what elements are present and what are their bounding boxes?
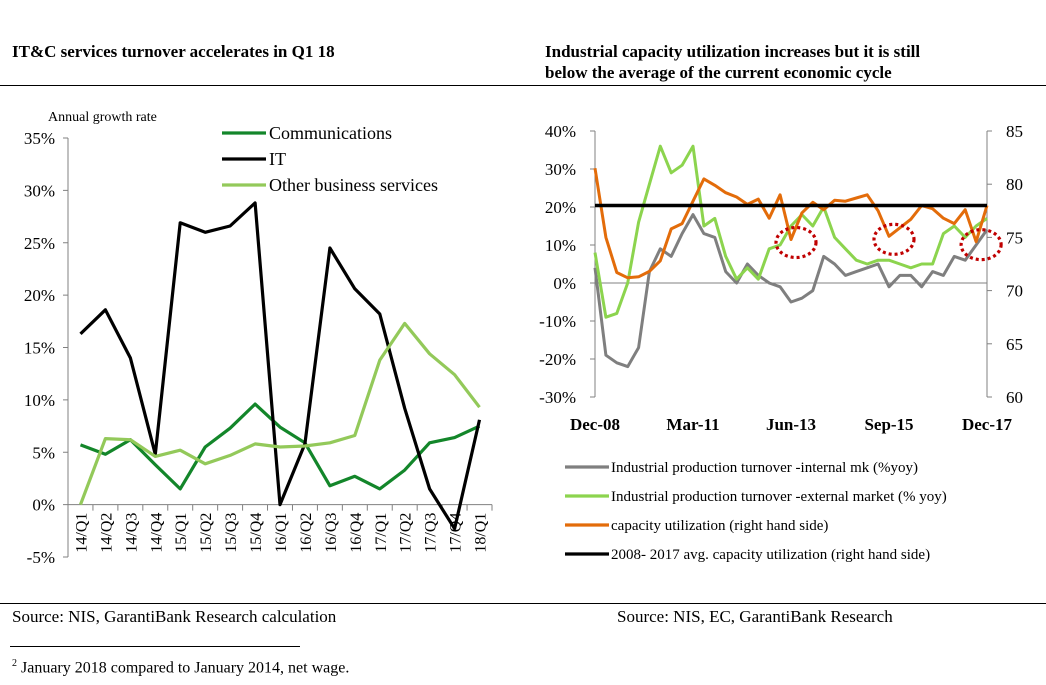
right-dip-highlight-ellipse (872, 222, 916, 256)
left-x-tick-label: 15/Q1 (173, 513, 190, 553)
right-source: Source: NIS, EC, GarantiBank Research (617, 607, 893, 626)
left-y-tick-label: 5% (32, 443, 55, 462)
right-chart: -30% -20% -10% 0% 10% 20% 30% 40% 60 65 70 75 80 85 De… (539, 122, 1023, 563)
left-chart: -5% 0% 5% 10% 15% 20% 25% 30% 35% 14/Q1 14/Q2 14/Q3… (24, 110, 493, 567)
left-x-tick-label: 16/Q2 (298, 513, 315, 553)
left-x-tick-label: 17/Q3 (423, 513, 440, 553)
header-rule (0, 85, 1046, 86)
right-legend-label: 2008- 2017 avg. capacity utilization (ri… (611, 547, 930, 563)
right-series-line-8cd44e (593, 144, 988, 319)
left-y-tick-label: -5% (27, 548, 55, 567)
left-x-tick-label: 15/Q4 (248, 513, 265, 553)
right-dip-highlight-ellipse (774, 225, 818, 260)
footnote: 2 January 2018 compared to January 2014,… (12, 658, 349, 677)
right-dip-highlight-ellipse (959, 228, 1003, 262)
left-x-tick-label: 16/Q1 (273, 513, 290, 553)
right-y2-tick-label: 80 (1006, 175, 1023, 194)
left-x-tick-label: 16/Q3 (323, 513, 340, 553)
footnote-marker: 2 (12, 658, 17, 669)
right-y-tick-label: -10% (539, 312, 576, 331)
right-y-tick-label: -20% (539, 350, 576, 369)
left-series-line-it (79, 201, 482, 531)
left-legend-label: IT (269, 149, 286, 169)
left-y-tick-label: 30% (24, 181, 55, 200)
left-y-tick-label: 10% (24, 391, 55, 410)
right-y-tick-label: 30% (545, 160, 576, 179)
left-x-tick-label: 15/Q2 (198, 513, 215, 553)
right-y-tick-label: -30% (539, 388, 576, 407)
right-chart-title-line2: below the average of the current economi… (545, 63, 892, 82)
source-rule (0, 603, 1046, 604)
left-x-tick-label: 15/Q3 (223, 513, 240, 553)
right-legend-label: capacity utilization (right hand side) (611, 518, 828, 534)
right-x-tick-label: Dec-17 (962, 415, 1013, 434)
left-x-tick-label: 14/Q2 (98, 513, 115, 553)
right-y-tick-label: 10% (545, 236, 576, 255)
right-legend-label: Industrial production turnover -internal… (611, 460, 918, 476)
right-series-line-7f7f7f (593, 213, 989, 369)
right-y-tick-label: 40% (545, 122, 576, 141)
footnote-text: January 2018 compared to January 2014, n… (17, 659, 350, 677)
right-chart-title-line1: Industrial capacity utilization increase… (545, 42, 921, 61)
right-y2-tick-label: 65 (1006, 335, 1023, 354)
right-y2-tick-label: 60 (1006, 388, 1023, 407)
right-x-tick-label: Mar-11 (666, 415, 719, 434)
left-y-tick-label: 0% (32, 496, 55, 515)
left-x-tick-label: 14/Q4 (148, 513, 165, 553)
left-series-line-communications (79, 402, 481, 491)
left-x-tick-label: 17/Q2 (398, 513, 415, 553)
footnote-rule (10, 646, 300, 647)
right-x-tick-label: Jun-13 (766, 415, 816, 434)
left-chart-title: IT&C services turnover accelerates in Q1… (12, 42, 335, 61)
right-y2-tick-label: 85 (1006, 122, 1023, 141)
left-x-tick-label: 14/Q3 (123, 513, 140, 553)
left-legend-label: Communications (269, 123, 392, 143)
left-x-tick-label: 17/Q1 (373, 513, 390, 553)
left-x-tick-label: 14/Q1 (73, 513, 90, 553)
left-y-tick-label: 15% (24, 339, 55, 358)
right-x-tick-label: Dec-08 (570, 415, 620, 434)
left-series-line-other-business-services (79, 321, 481, 506)
right-legend-label: Industrial production turnover -external… (611, 489, 947, 505)
right-y-tick-label: 0% (553, 274, 576, 293)
left-y-tick-label: 35% (24, 129, 55, 148)
left-y-tick-label: 20% (24, 286, 55, 305)
left-y-tick-label: 25% (24, 234, 55, 253)
left-x-tick-label: 16/Q4 (348, 513, 365, 553)
right-y2-tick-label: 75 (1006, 228, 1023, 247)
left-x-tick-label: 18/Q1 (473, 513, 490, 553)
right-y2-tick-label: 70 (1006, 282, 1023, 301)
right-y-tick-label: 20% (545, 198, 576, 217)
left-source: Source: NIS, GarantiBank Research calcul… (12, 607, 337, 626)
left-legend-label: Other business services (269, 175, 438, 195)
right-x-tick-label: Sep-15 (864, 415, 913, 434)
left-y-axis-label: Annual growth rate (48, 110, 157, 125)
